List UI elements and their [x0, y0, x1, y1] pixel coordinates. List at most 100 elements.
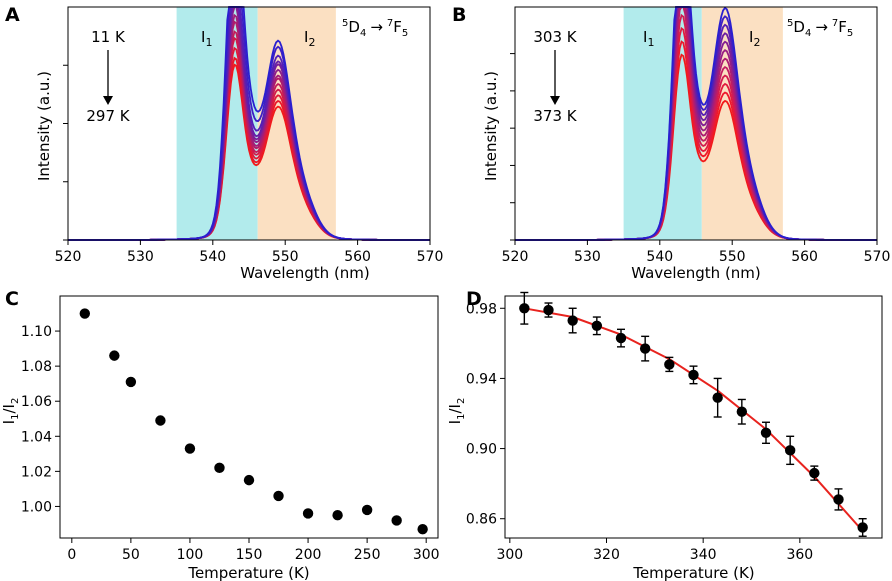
panel-b-band-label-i2: I2 — [749, 28, 760, 49]
panel-d-data-point — [591, 320, 603, 332]
panel-b-x-tick-label: 540 — [646, 249, 673, 265]
panel-a-x-tick-label: 530 — [127, 249, 154, 265]
panel-d: 300 320 340 360 0.86 0.90 0.94 0.98 Temperatur… — [446, 288, 883, 581]
panel-c-data-point — [302, 508, 314, 519]
panel-b-temp-arrow — [550, 50, 560, 105]
panel-d-data-point — [736, 406, 748, 417]
panel-a-y-label: Intensity (a.u.) — [35, 71, 53, 181]
panel-b-x-tick-label: 520 — [502, 249, 529, 265]
panel-a-x-tick-label: 550 — [272, 249, 299, 265]
panel-c-x-tick-label: 250 — [354, 547, 381, 563]
panel-d-axes-box — [504, 295, 883, 539]
panel-c-letter: C — [5, 288, 19, 310]
panel-a-x-tick-label: 570 — [417, 249, 444, 265]
panel-d-data-point — [615, 332, 627, 344]
panel-c-x-ticks: 0 50 100 150 200 250 300 — [67, 538, 440, 563]
panel-d-y-tick-label: 0.94 — [466, 371, 497, 387]
panel-d-data-point — [712, 392, 723, 403]
panel-d-y-tick-label: 0.86 — [466, 512, 497, 528]
panel-d-y-tick-label: 0.90 — [466, 442, 497, 458]
panel-a-letter: A — [5, 4, 20, 26]
panel-d-frame — [504, 295, 883, 539]
panel-c-axes-box — [59, 295, 439, 539]
panel-d-fit — [524, 307, 864, 532]
panel-d-data-point — [784, 445, 796, 456]
panel-d-x-ticks: 300 320 340 360 — [496, 538, 813, 563]
panel-b-temp-start: 303 K — [533, 28, 577, 46]
panel-c-points — [79, 308, 428, 535]
panel-b-x-tick-label: 560 — [791, 249, 818, 265]
panel-c-x-tick-label: 200 — [295, 547, 322, 563]
panel-d-x-tick-label: 360 — [786, 547, 813, 563]
panel-c-data-point — [109, 350, 120, 361]
panel-c-data-point — [79, 308, 91, 319]
panel-a-x-tick-label: 540 — [199, 249, 226, 265]
panel-c-data-point — [243, 474, 255, 486]
panel-d-y-label: I1/I2 — [446, 398, 467, 425]
panel-d-data-point — [664, 359, 675, 370]
panel-d-data-point — [519, 303, 530, 314]
panel-b-transition-label: 5D4 → 7F5 — [787, 18, 853, 39]
panel-a-x-tick-label: 560 — [344, 249, 371, 265]
panel-a-x-ticks: 520 530 540 550 560 570 — [55, 240, 444, 265]
panel-a-x-label: Wavelength (nm) — [240, 264, 370, 282]
panel-b-x-tick-label: 550 — [719, 249, 746, 265]
panel-d-data-point — [760, 427, 772, 438]
panel-d-fit-line — [524, 307, 864, 532]
panel-d-x-label: Temperature (K) — [632, 564, 754, 581]
panel-c-data-point — [391, 515, 402, 526]
panel-d-x-tick-label: 320 — [593, 547, 620, 563]
panel-b-x-label: Wavelength (nm) — [631, 264, 761, 282]
panel-c-y-tick-label: 1.08 — [21, 359, 52, 375]
panel-d-data-point — [639, 343, 651, 354]
panel-c-frame — [59, 295, 439, 539]
panel-d-points — [519, 291, 868, 537]
panel-c-data-point — [361, 504, 373, 516]
panel-c-data-point — [417, 524, 428, 535]
panel-c-x-tick-label: 0 — [67, 547, 76, 563]
panel-c-y-ticks: 1.00 1.02 1.04 1.06 1.08 1.10 — [21, 324, 60, 515]
panel-c-y-tick-label: 1.02 — [21, 464, 52, 480]
panel-c-x-tick-label: 300 — [413, 547, 440, 563]
panel-b-x-tick-label: 530 — [574, 249, 601, 265]
panel-a-temp-end: 297 K — [86, 107, 130, 125]
panel-c-data-point — [332, 510, 343, 521]
panel-a-temp-arrow — [103, 50, 113, 105]
panel-c-data-point — [273, 490, 284, 502]
panel-b-x-tick-label: 570 — [864, 249, 891, 265]
panel-d-x-tick-label: 340 — [690, 547, 717, 563]
panel-d-data-point — [543, 304, 554, 316]
panel-d-y-ticks: 0.86 0.90 0.94 0.98 — [466, 301, 505, 528]
panel-c-x-label: Temperature (K) — [187, 564, 309, 581]
panel-b-y-ticks — [510, 53, 515, 241]
panel-c-data-point — [184, 443, 196, 454]
panel-c-data-point — [155, 415, 166, 426]
panel-a: 520 530 540 550 560 570 Wavelength (nm) Inten… — [5, 4, 443, 282]
panel-b-temp-end: 373 K — [533, 107, 577, 125]
panel-b-axes-box — [514, 6, 878, 241]
panel-d-data-point — [567, 315, 578, 326]
panel-c-data-point — [125, 376, 137, 388]
panel-c-y-tick-label: 1.00 — [21, 499, 52, 515]
panel-a-band-label-i1: I1 — [201, 28, 212, 49]
panel-a-temp-start: 11 K — [91, 28, 126, 46]
panel-d-letter: D — [466, 288, 482, 310]
panel-b: 520 530 540 550 560 570 Wavelength (nm) Inten… — [452, 4, 890, 282]
panel-c: 0 50 100 150 200 250 300 1.001.021.041.061.081… — [0, 288, 440, 581]
panel-a-y-ticks — [63, 64, 68, 241]
panel-c-x-tick-label: 150 — [236, 547, 263, 563]
panel-b-band-label-i1: I1 — [643, 28, 654, 49]
panel-c-y-tick-label: 1.10 — [21, 324, 52, 340]
panel-c-y-tick-label: 1.04 — [21, 429, 52, 445]
panel-d-x-tick-label: 300 — [496, 547, 523, 563]
panel-d-data-point — [688, 369, 699, 381]
panel-a-band-label-i2: I2 — [304, 28, 315, 49]
panel-d-y-tick-label: 0.98 — [466, 301, 497, 317]
panel-c-data-point — [214, 462, 225, 474]
panel-a-transition-label: 5D4 → 7F5 — [342, 18, 408, 39]
panel-c-y-label: I1/I2 — [0, 398, 21, 425]
panel-b-x-ticks: 520 530 540 550 560 570 — [502, 240, 891, 265]
panel-b-y-label: Intensity (a.u.) — [482, 71, 500, 181]
panel-b-letter: B — [452, 4, 466, 26]
